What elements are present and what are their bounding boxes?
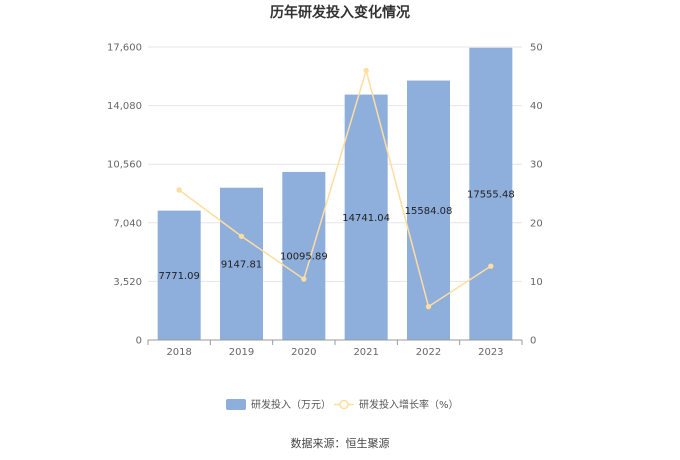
- y-left-tick-label: 0: [136, 336, 142, 347]
- y-left-tick-label: 17,600: [107, 43, 142, 54]
- y-right-tick-label: 0: [530, 336, 536, 347]
- grid-lines: [148, 46, 522, 282]
- y-right-tick-label: 40: [530, 101, 543, 112]
- bar[interactable]: [282, 171, 326, 340]
- growth-rate-point[interactable]: [238, 233, 245, 239]
- x-tick-label: 2020: [291, 347, 316, 358]
- legend-bar-label: 研发投入（万元）: [251, 398, 331, 411]
- growth-rate-point[interactable]: [301, 276, 307, 282]
- y-left-tick-label: 7,040: [113, 218, 142, 229]
- bar-value-label: 7771.09: [158, 271, 199, 282]
- x-tick-label: 2022: [416, 347, 441, 358]
- growth-rate-point[interactable]: [425, 303, 432, 310]
- bar-value-label: 17555.48: [467, 189, 515, 200]
- y-right-tick-label: 10: [530, 277, 543, 288]
- axes: 0 3,520 7,040 10,560 14,080 17,600 0 10 20 30 40 50…: [107, 43, 543, 359]
- bar-value-label: 14741.04: [342, 213, 390, 224]
- growth-line: [176, 67, 494, 310]
- x-tick-label: 2018: [166, 347, 191, 358]
- growth-rate-line: [178, 67, 492, 308]
- bar-value-label: 9147.81: [221, 259, 262, 270]
- legend: 研发投入（万元） 研发投入增长率（%）: [226, 398, 459, 411]
- y-right-tick-label: 20: [530, 218, 543, 229]
- x-tick-label: 2023: [478, 347, 503, 358]
- y-left-tick-label: 14,080: [107, 101, 142, 112]
- bar[interactable]: [469, 47, 513, 341]
- y-right-tick-label: 50: [530, 43, 543, 54]
- legend-line-label: 研发投入增长率（%）: [359, 398, 459, 411]
- bars: [157, 47, 513, 341]
- y-left-tick-label: 10,560: [107, 160, 142, 171]
- legend-item-line[interactable]: 研发投入增长率（%）: [334, 398, 459, 411]
- legend-bar-swatch: [226, 399, 246, 410]
- growth-rate-point[interactable]: [176, 187, 182, 193]
- y-right-tick-label: 30: [530, 160, 543, 171]
- x-tick-label: 2019: [229, 347, 254, 358]
- growth-rate-point[interactable]: [488, 263, 494, 269]
- legend-item-bar[interactable]: 研发投入（万元）: [226, 398, 331, 411]
- legend-line-marker: [339, 399, 349, 410]
- chart-title: 历年研发投入变化情况: [270, 4, 410, 21]
- bar[interactable]: [344, 94, 388, 340]
- bar[interactable]: [157, 210, 201, 340]
- y-left-tick-label: 3,520: [113, 277, 142, 288]
- x-tick-label: 2021: [353, 347, 378, 358]
- bar-value-label: 15584.08: [405, 206, 453, 217]
- bar-labels: 7771.09 9147.81 10095.89 14741.04 15584.08 17…: [158, 189, 514, 281]
- bar-value-label: 10095.89: [280, 251, 328, 262]
- data-source: 数据来源：恒生聚源: [291, 436, 390, 450]
- growth-rate-point[interactable]: [363, 67, 369, 74]
- bar[interactable]: [220, 187, 263, 340]
